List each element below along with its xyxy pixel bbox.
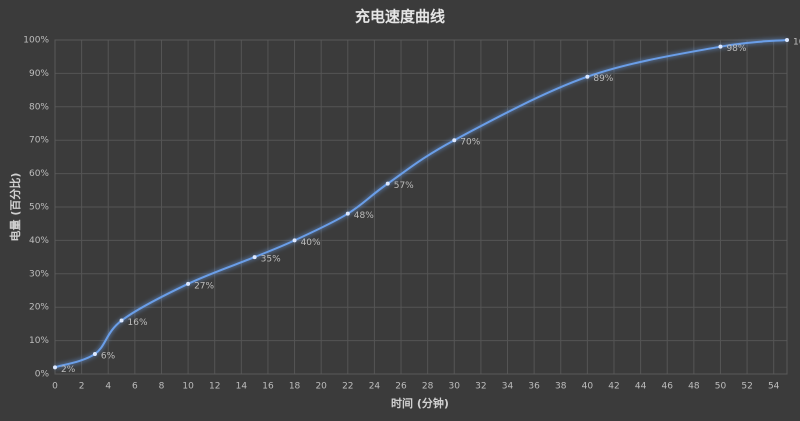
x-tick-label: 24 (369, 382, 381, 392)
data-point (385, 181, 390, 186)
y-tick-label: 60% (29, 169, 49, 179)
x-tick-label: 32 (475, 382, 486, 392)
y-axis-label: 电量 (百分比) (8, 173, 22, 242)
y-tick-label: 50% (29, 203, 49, 213)
x-tick-label: 16 (262, 382, 274, 392)
data-point (345, 211, 350, 216)
data-label: 40% (301, 238, 321, 248)
data-label: 100% (793, 38, 800, 48)
data-label: 70% (460, 138, 480, 148)
x-tick-label: 48 (688, 382, 700, 392)
x-tick-label: 6 (132, 382, 138, 392)
x-tick-label: 14 (236, 382, 248, 392)
data-label: 16% (128, 318, 148, 328)
x-tick-label: 4 (105, 382, 111, 392)
x-tick-label: 34 (502, 382, 514, 392)
y-tick-label: 70% (29, 136, 49, 146)
data-point (292, 238, 297, 243)
data-label: 98% (726, 44, 746, 54)
y-tick-label: 90% (29, 69, 49, 79)
data-label: 48% (354, 211, 374, 221)
x-tick-label: 0 (52, 382, 58, 392)
data-point (53, 365, 57, 370)
x-tick-label: 40 (582, 382, 594, 392)
data-label: 89% (593, 74, 613, 84)
data-point (452, 138, 457, 143)
data-label: 2% (61, 365, 76, 375)
x-tick-label: 52 (741, 382, 752, 392)
x-tick-label: 42 (608, 382, 619, 392)
y-tick-label: 30% (29, 269, 49, 279)
x-tick-label: 22 (342, 382, 353, 392)
chart-title: 充电速度曲线 (355, 8, 445, 26)
data-point (252, 255, 257, 260)
x-tick-label: 50 (715, 382, 727, 392)
data-label: 27% (194, 281, 214, 291)
x-tick-label: 2 (79, 382, 85, 392)
y-tick-label: 40% (29, 236, 49, 246)
x-tick-label: 26 (395, 382, 407, 392)
data-point (119, 318, 124, 323)
x-tick-label: 46 (661, 382, 673, 392)
x-tick-label: 28 (422, 382, 434, 392)
y-tick-label: 80% (29, 102, 49, 112)
y-tick-label: 10% (29, 336, 49, 346)
data-point (585, 74, 590, 79)
y-tick-label: 20% (29, 303, 49, 313)
x-tick-label: 44 (635, 382, 647, 392)
x-tick-label: 12 (209, 382, 220, 392)
x-tick-label: 36 (528, 382, 540, 392)
x-tick-label: 18 (289, 382, 301, 392)
plot-frame (54, 39, 788, 375)
x-tick-label: 54 (768, 382, 780, 392)
data-point (718, 44, 723, 49)
data-point (186, 281, 191, 286)
x-axis-label: 时间 (分钟) (391, 396, 449, 410)
x-tick-label: 38 (555, 382, 567, 392)
x-tick-label: 20 (315, 382, 327, 392)
x-tick-label: 8 (159, 382, 165, 392)
x-tick-label: 30 (449, 382, 461, 392)
y-tick-label: 0% (35, 370, 50, 380)
data-point (785, 38, 789, 42)
x-tick-label: 10 (182, 382, 194, 392)
data-point (92, 351, 97, 356)
data-label: 6% (101, 351, 116, 361)
y-tick-label: 100% (23, 36, 49, 46)
data-label: 57% (394, 181, 414, 191)
data-label: 35% (261, 255, 281, 265)
